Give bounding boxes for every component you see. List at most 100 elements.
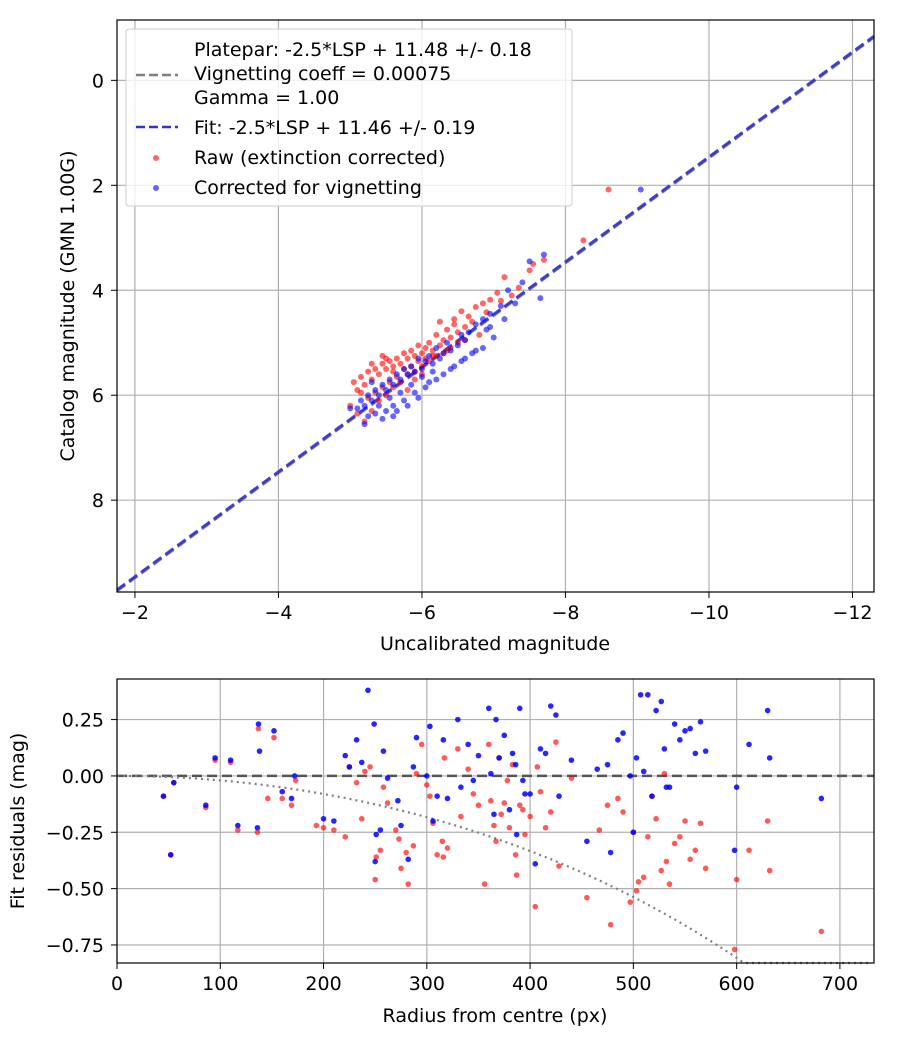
residual-point	[498, 811, 504, 818]
residual-point	[434, 852, 440, 858]
residual-point	[373, 831, 380, 838]
residual-point	[160, 793, 167, 800]
residual-point	[604, 802, 611, 809]
data-point	[361, 421, 368, 428]
x-tick-label: 500	[615, 973, 651, 995]
residuals-reference-lines	[117, 774, 874, 965]
residual-point	[645, 833, 651, 840]
residual-point	[485, 705, 492, 712]
y-tick-label: 0.25	[62, 710, 104, 732]
residual-point	[398, 822, 404, 829]
y-tick-label: −0.25	[46, 822, 104, 844]
data-point	[415, 342, 422, 349]
data-point	[479, 344, 486, 351]
residual-point	[534, 764, 541, 770]
residual-point	[764, 818, 771, 824]
data-point	[375, 402, 382, 409]
data-point	[465, 313, 472, 320]
data-point	[386, 376, 393, 383]
data-point	[505, 287, 512, 294]
data-point	[512, 300, 519, 307]
residual-point	[658, 698, 665, 705]
data-point	[404, 402, 411, 409]
residual-point	[481, 881, 488, 887]
residual-point	[671, 840, 678, 847]
residual-point	[637, 691, 644, 698]
residual-point	[620, 730, 626, 736]
data-point	[508, 292, 515, 299]
calibration-scatter-points	[347, 186, 644, 428]
residual-point	[671, 721, 678, 727]
calibration-x-axis-label: Uncalibrated magnitude	[380, 633, 610, 655]
y-tick-label: −0.50	[46, 879, 104, 901]
data-point	[476, 331, 483, 338]
x-tick-label: 400	[512, 973, 548, 995]
residual-point	[227, 757, 234, 763]
residuals-y-axis-label: Fit residuals (mag)	[7, 733, 29, 910]
residual-point	[475, 752, 482, 759]
residual-point	[288, 795, 295, 802]
residual-point	[427, 793, 433, 800]
residual-point	[279, 795, 286, 802]
legend-raw-dot-icon	[153, 155, 159, 161]
legend-corrected-dot-icon	[153, 185, 159, 191]
vignetting-curve	[117, 774, 871, 965]
residual-point	[522, 831, 528, 838]
data-point	[422, 344, 429, 351]
residual-point	[645, 691, 651, 698]
residual-point	[470, 791, 477, 797]
y-tick-label: 6	[92, 385, 104, 407]
residual-point	[271, 734, 277, 741]
data-point	[426, 352, 433, 359]
residual-point	[212, 755, 218, 761]
residual-point	[682, 818, 688, 824]
residual-point	[687, 725, 693, 732]
residual-point	[661, 746, 668, 752]
residual-point	[358, 815, 365, 822]
data-point	[357, 389, 364, 396]
data-point	[494, 289, 501, 296]
data-point	[393, 355, 400, 362]
residual-point	[413, 770, 420, 777]
residual-point	[455, 716, 461, 723]
residual-point	[501, 732, 508, 739]
residual-point	[702, 748, 709, 754]
data-point	[354, 410, 361, 417]
x-tick-label: −4	[264, 602, 292, 624]
residual-point	[353, 779, 360, 786]
residuals-axes-frame	[116, 678, 875, 964]
residual-point	[434, 793, 440, 800]
x-tick-label: 700	[822, 973, 858, 995]
residual-point	[405, 856, 412, 863]
residual-point	[405, 881, 412, 887]
data-point	[501, 274, 508, 281]
residual-point	[596, 827, 603, 833]
residual-point	[666, 784, 673, 790]
data-point	[440, 371, 447, 378]
data-point	[436, 318, 443, 325]
residual-point	[635, 879, 642, 885]
data-point	[429, 360, 436, 367]
data-point	[515, 284, 522, 291]
data-point	[422, 384, 429, 391]
residual-point	[633, 888, 640, 894]
data-point	[375, 392, 382, 399]
data-point	[433, 376, 440, 383]
residual-point	[410, 842, 417, 849]
data-point	[379, 381, 386, 388]
data-point	[375, 371, 382, 378]
data-point	[383, 365, 390, 372]
residual-point	[439, 838, 446, 845]
data-point	[397, 376, 404, 383]
data-point	[393, 407, 400, 414]
data-point	[479, 316, 486, 323]
data-point	[537, 295, 544, 302]
residual-point	[527, 813, 533, 820]
residual-point	[254, 829, 261, 836]
residual-point	[313, 822, 320, 829]
residual-point	[444, 795, 451, 802]
residual-point	[465, 766, 471, 772]
residual-point	[520, 806, 526, 813]
data-point	[393, 371, 400, 378]
